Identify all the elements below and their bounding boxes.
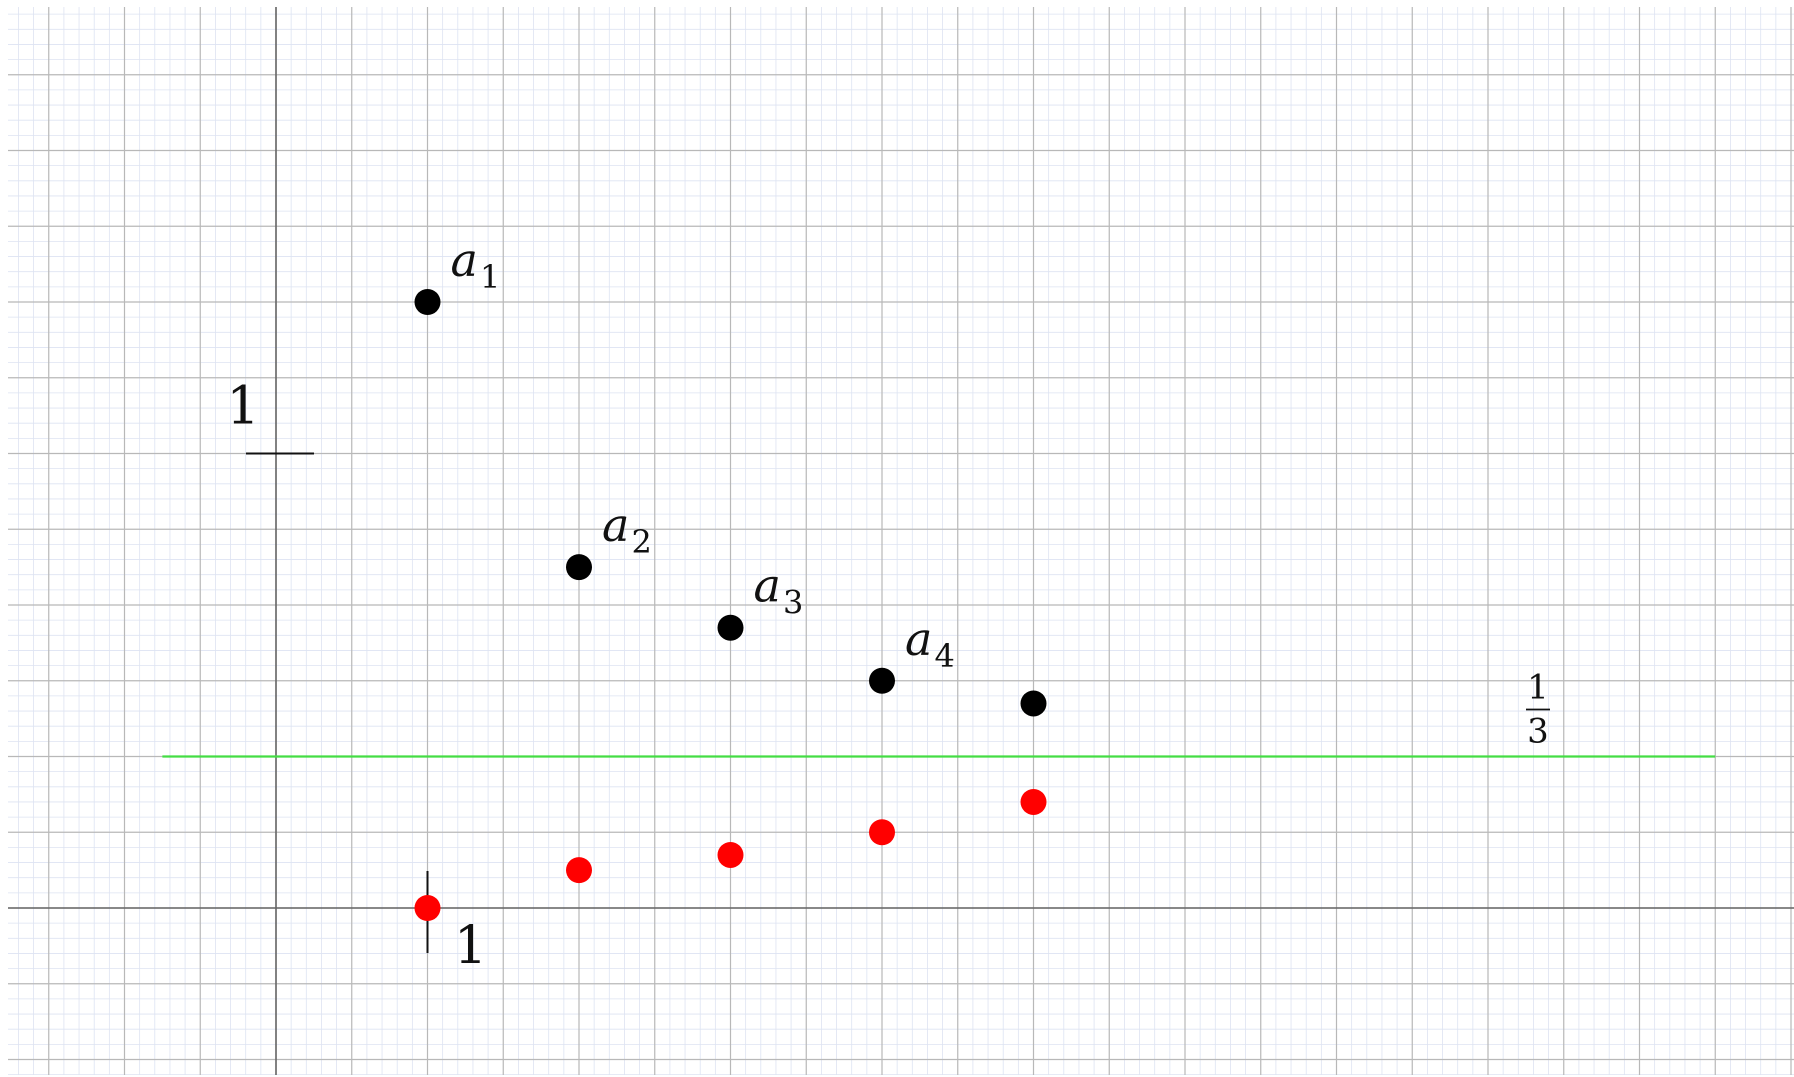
- point-label-subscript: 3: [783, 584, 803, 622]
- data-points: [414, 289, 1047, 921]
- y-tick-label: 1: [226, 377, 259, 437]
- point-label-subscript: 2: [631, 523, 651, 561]
- minor-grid: [8, 7, 1794, 1076]
- sequence-point: [414, 289, 441, 315]
- point-label-letter: a: [905, 612, 932, 666]
- sequence-point: [869, 667, 895, 694]
- point-label-subscript: 1: [480, 258, 500, 296]
- point-label-letter: a: [451, 233, 478, 287]
- point-label: a4: [905, 612, 955, 675]
- transformed-point: [566, 857, 592, 884]
- x-tick-label: 1: [454, 916, 487, 976]
- transformed-point: [1020, 788, 1047, 815]
- sequence-point: [717, 614, 744, 641]
- transformed-point: [717, 841, 744, 868]
- point-label-letter: a: [602, 498, 629, 552]
- major-grid: [8, 7, 1794, 1075]
- transformed-point: [869, 819, 895, 846]
- axes: [8, 7, 1794, 1075]
- sequence-point: [1020, 690, 1047, 717]
- point-label: a3: [754, 559, 804, 622]
- limit-label-denominator: 3: [1527, 712, 1549, 752]
- limit-label-numerator: 1: [1527, 668, 1549, 708]
- point-label-letter: a: [754, 559, 781, 613]
- point-label: a1: [451, 233, 501, 296]
- transformed-point: [414, 895, 441, 921]
- point-label-subscript: 4: [934, 637, 954, 675]
- point-label: a2: [602, 498, 652, 561]
- sequence-point: [566, 554, 592, 581]
